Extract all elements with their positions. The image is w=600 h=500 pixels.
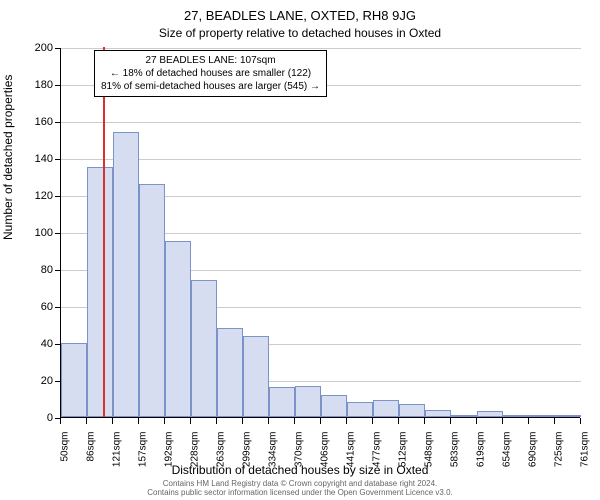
histogram-bar: [217, 328, 243, 417]
chart-title-sub: Size of property relative to detached ho…: [0, 26, 600, 40]
y-axis-title: Number of detached properties: [1, 75, 15, 240]
y-tick-label: 200: [35, 42, 53, 54]
annotation-box: 27 BEADLES LANE: 107sqm ← 18% of detache…: [94, 50, 327, 97]
y-tick: [55, 85, 61, 86]
x-tick: [112, 418, 113, 424]
gridline: [61, 159, 581, 160]
y-tick: [55, 48, 61, 49]
annotation-line1: 27 BEADLES LANE: 107sqm: [101, 54, 320, 67]
chart-container: 27, BEADLES LANE, OXTED, RH8 9JG Size of…: [0, 0, 600, 500]
x-axis-title: Distribution of detached houses by size …: [0, 463, 600, 477]
x-tick: [242, 418, 243, 424]
x-tick: [268, 418, 269, 424]
y-tick: [55, 196, 61, 197]
histogram-bar: [529, 415, 555, 417]
x-tick: [86, 418, 87, 424]
y-tick-label: 20: [41, 375, 53, 387]
histogram-bar: [399, 404, 425, 417]
histogram-bar: [321, 395, 347, 417]
histogram-bar: [139, 184, 165, 417]
histogram-bar: [373, 400, 399, 417]
annotation-line2: ← 18% of detached houses are smaller (12…: [101, 67, 320, 80]
y-tick: [55, 270, 61, 271]
annotation-line3: 81% of semi-detached houses are larger (…: [101, 80, 320, 93]
y-tick-label: 160: [35, 116, 53, 128]
histogram-bar: [347, 402, 373, 417]
histogram-bar: [269, 387, 295, 417]
x-tick: [476, 418, 477, 424]
x-tick: [320, 418, 321, 424]
gridline: [61, 122, 581, 123]
y-tick-label: 120: [35, 190, 53, 202]
y-tick-label: 0: [47, 412, 53, 424]
footer-line1: Contains HM Land Registry data © Crown c…: [0, 479, 600, 489]
y-tick: [55, 159, 61, 160]
histogram-bar: [165, 241, 191, 417]
footer-line2: Contains public sector information licen…: [0, 488, 600, 498]
x-tick: [554, 418, 555, 424]
y-tick-label: 140: [35, 153, 53, 165]
y-tick: [55, 122, 61, 123]
histogram-bar: [113, 132, 139, 417]
x-tick: [190, 418, 191, 424]
histogram-bar: [295, 386, 321, 417]
x-tick: [216, 418, 217, 424]
histogram-bar: [243, 336, 269, 417]
x-tick: [450, 418, 451, 424]
histogram-bar: [451, 415, 477, 417]
footer-text: Contains HM Land Registry data © Crown c…: [0, 479, 600, 498]
gridline: [61, 48, 581, 49]
x-tick: [346, 418, 347, 424]
x-tick: [580, 418, 581, 424]
x-tick: [294, 418, 295, 424]
x-tick: [164, 418, 165, 424]
histogram-bar: [555, 415, 581, 417]
y-tick-label: 80: [41, 264, 53, 276]
y-tick: [55, 233, 61, 234]
y-tick-label: 40: [41, 338, 53, 350]
plot-area: [60, 48, 580, 418]
y-tick-label: 60: [41, 301, 53, 313]
x-tick: [502, 418, 503, 424]
x-tick: [372, 418, 373, 424]
histogram-bar: [87, 167, 113, 417]
x-tick: [60, 418, 61, 424]
histogram-bar: [191, 280, 217, 417]
property-marker-line: [103, 47, 105, 417]
histogram-bar: [61, 343, 87, 417]
histogram-bar: [477, 411, 503, 417]
x-tick: [398, 418, 399, 424]
y-tick-label: 180: [35, 79, 53, 91]
chart-title-main: 27, BEADLES LANE, OXTED, RH8 9JG: [0, 8, 600, 23]
x-tick: [424, 418, 425, 424]
y-tick-label: 100: [35, 227, 53, 239]
x-tick: [528, 418, 529, 424]
x-tick: [138, 418, 139, 424]
histogram-bar: [425, 410, 451, 417]
histogram-bar: [503, 415, 529, 417]
y-tick: [55, 307, 61, 308]
